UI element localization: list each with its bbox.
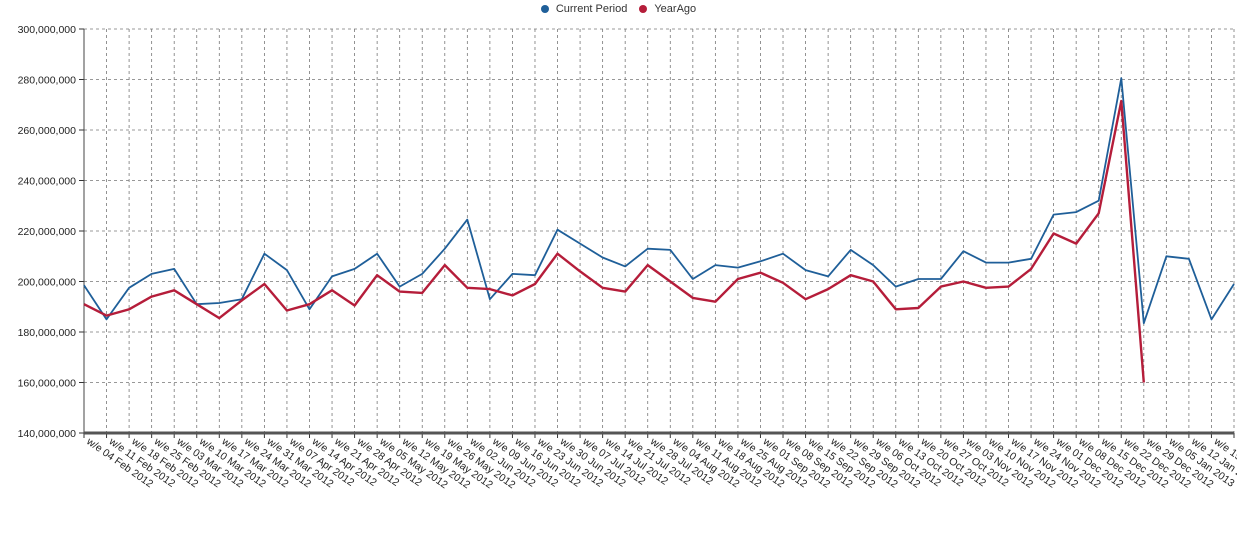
- chart-legend: Current Period YearAgo: [0, 3, 1237, 15]
- y-tick-label: 300,000,000: [18, 24, 77, 36]
- chart-grid: [83, 28, 1235, 434]
- series-line-yearago: [83, 99, 1145, 383]
- y-tick-label: 260,000,000: [18, 125, 77, 137]
- y-tick-label: 160,000,000: [18, 378, 77, 390]
- legend-label-current-period: Current Period: [555, 3, 628, 15]
- series-line-current-period: [83, 77, 1235, 325]
- y-tick-label: 200,000,000: [18, 277, 77, 289]
- y-axis-labels: 140,000,000 160,000,000 180,000,000 200,000…: [18, 24, 77, 440]
- legend-item-yearago[interactable]: YearAgo: [639, 3, 696, 15]
- y-tick-label: 240,000,000: [18, 176, 77, 188]
- legend-label-yearago: YearAgo: [654, 3, 697, 15]
- legend-marker-yearago: [639, 5, 648, 13]
- chart-axes: [79, 28, 1235, 438]
- y-tick-label: 280,000,000: [18, 75, 77, 87]
- y-tick-label: 140,000,000: [18, 428, 77, 440]
- y-tick-label: 220,000,000: [18, 226, 77, 238]
- legend-item-current-period[interactable]: Current Period: [540, 3, 628, 15]
- chart-series: [83, 77, 1235, 383]
- legend-marker-current-period: [540, 5, 549, 13]
- y-tick-label: 180,000,000: [18, 327, 77, 339]
